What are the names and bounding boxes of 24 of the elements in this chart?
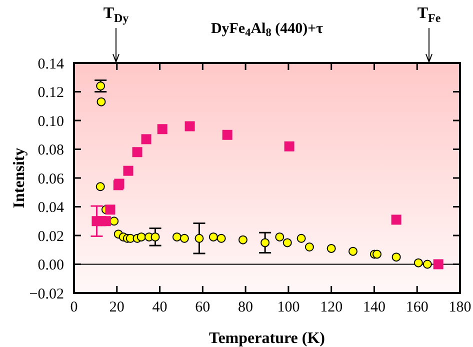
x-tick-label: 140 (362, 300, 386, 316)
text: T$_{Dy}$ (103, 5, 129, 25)
y-axis-title: Intensity (11, 148, 28, 208)
y-tick-label: 0.12 (38, 85, 64, 102)
text: T$_{Fe}$ (417, 5, 442, 25)
y-tick-label: 0.02 (38, 228, 64, 245)
x-axis-title: Temperature (K) (209, 330, 325, 347)
y-tick-label: 0.06 (38, 171, 64, 188)
y-tick-label: 0.14 (38, 56, 64, 72)
x-tick-label: 60 (195, 300, 210, 316)
x-tick-label: 120 (320, 300, 343, 316)
x-tick-label: 20 (109, 300, 124, 316)
y-tick-label: 0.10 (38, 114, 64, 130)
x-tick-label: 40 (152, 300, 168, 316)
y-tick-label: −0.02 (29, 286, 64, 302)
y-tick-label: 0.00 (38, 258, 64, 274)
x-tick-label: 0 (70, 300, 78, 316)
x-tick-label: 160 (406, 300, 428, 316)
x-tick-label: 180 (448, 300, 472, 316)
y-tick-label: 0.08 (38, 142, 64, 159)
x-tick-label: 100 (277, 300, 300, 316)
chart-title: DyFe$_{4}$Al$_{8}$ (440)+τ (210, 21, 324, 40)
y-tick-label: 0.04 (38, 200, 64, 216)
x-tick-label: 80 (238, 300, 254, 316)
